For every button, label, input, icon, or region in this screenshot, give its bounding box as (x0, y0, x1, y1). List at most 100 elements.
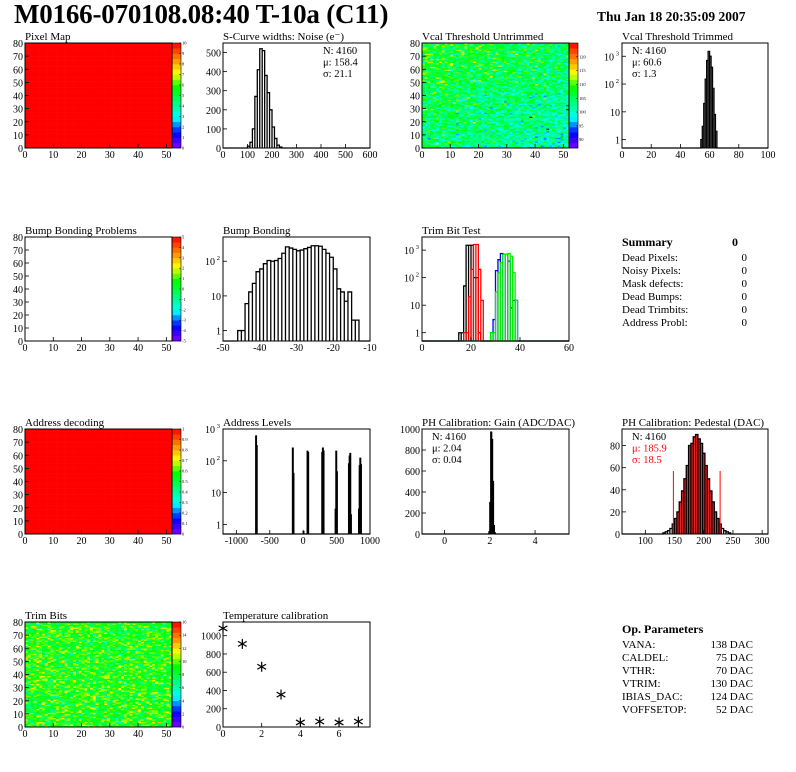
heatmap-cell (135, 52, 139, 54)
heatmap-cell (146, 61, 150, 63)
heatmap-cell (101, 129, 105, 132)
heatmap-cell (163, 109, 167, 112)
heatmap-cell (56, 94, 60, 96)
heatmap-cell (53, 83, 57, 86)
heatmap-cell (70, 67, 74, 70)
heatmap-cell (112, 106, 116, 108)
heatmap-cell (25, 136, 29, 138)
heatmap-cell (143, 85, 147, 87)
heatmap-cell (140, 45, 145, 48)
heatmap-cell (25, 67, 29, 70)
heatmap-cell (39, 52, 43, 54)
heatmap-cell (149, 61, 153, 63)
heatmap-cell (70, 66, 74, 69)
heatmap-cell (143, 50, 147, 53)
heatmap-cell (169, 104, 173, 107)
heatmap-cell (81, 50, 85, 53)
heatmap-cell (157, 46, 161, 49)
heatmap-cell (75, 73, 80, 75)
heatmap-cell (30, 121, 34, 124)
heatmap-cell (92, 106, 96, 108)
heatmap-cell (135, 77, 139, 79)
heatmap-cell (30, 66, 34, 69)
heatmap-cell (87, 106, 91, 108)
heatmap-cell (67, 50, 71, 53)
heatmap-cell (70, 48, 74, 50)
heatmap-cell (70, 127, 74, 129)
heatmap-cell (41, 106, 46, 108)
heatmap-cell (87, 140, 91, 142)
heatmap-cell (30, 100, 34, 103)
heatmap-cell (61, 127, 65, 129)
heatmap-cell (44, 103, 48, 105)
heatmap-cell (67, 125, 71, 128)
heatmap-cell (47, 71, 51, 74)
heatmap-cell (109, 78, 113, 81)
heatmap-cell (132, 124, 136, 126)
heatmap-cell (53, 102, 57, 104)
heatmap-cell (56, 74, 60, 77)
heatmap-cell (109, 140, 113, 142)
heatmap-cell (101, 146, 105, 149)
heatmap-cell (98, 90, 102, 92)
heatmap-cell (169, 91, 173, 94)
heatmap-cell (81, 138, 85, 141)
heatmap-cell (39, 67, 43, 70)
heatmap-cell (78, 117, 82, 120)
heatmap-cell (73, 88, 77, 91)
heatmap-cell (121, 145, 125, 147)
heatmap-cell (30, 132, 34, 134)
heatmap-cell (41, 124, 46, 126)
heatmap-cell (163, 64, 167, 66)
heatmap-cell (101, 88, 105, 91)
heatmap-cell (166, 125, 170, 128)
heatmap-cell (109, 99, 113, 102)
heatmap-cell (149, 104, 153, 107)
heatmap-cell (81, 132, 85, 134)
heatmap-cell (121, 82, 125, 84)
heatmap-cell (143, 78, 147, 81)
heatmap-cell (152, 120, 156, 123)
heatmap-cell (64, 121, 68, 124)
heatmap-cell (61, 99, 65, 102)
heatmap-cell (135, 112, 139, 115)
heatmap-cell (39, 112, 43, 115)
heatmap-cell (106, 140, 111, 142)
heatmap-cell (169, 83, 173, 86)
heatmap-cell (126, 129, 130, 132)
heatmap-cell (118, 87, 122, 90)
heatmap-cell (92, 116, 96, 119)
heatmap-cell (61, 71, 65, 74)
heatmap-cell (149, 83, 153, 86)
heatmap-cell (39, 113, 43, 116)
heatmap-cell (155, 64, 159, 66)
heatmap-cell (95, 141, 99, 144)
heatmap-cell (56, 79, 60, 82)
heatmap-cell (166, 66, 170, 69)
heatmap-cell (143, 146, 147, 149)
heatmap-cell (152, 117, 156, 120)
heatmap-cell (81, 66, 85, 69)
heatmap-cell (160, 70, 164, 73)
heatmap-cell (104, 124, 108, 126)
heatmap-cell (140, 78, 145, 81)
heatmap-cell (157, 81, 161, 83)
heatmap-cell (101, 57, 105, 60)
heatmap-cell (115, 106, 119, 108)
y-tick-label: 400 (206, 68, 221, 79)
heatmap-cell (155, 116, 159, 119)
heatmap-cell (75, 46, 80, 49)
heatmap-cell (163, 43, 167, 45)
heatmap-cell (36, 146, 40, 149)
heatmap-cell (87, 144, 91, 146)
heatmap-cell (160, 123, 164, 125)
heatmap-cell (157, 53, 161, 56)
heatmap-cell (106, 69, 111, 71)
heatmap-cell (129, 116, 133, 119)
heatmap-cell (106, 58, 111, 61)
heatmap-cell (135, 58, 139, 61)
heatmap-cell (166, 73, 170, 75)
heatmap-cell (152, 66, 156, 69)
heatmap-cell (166, 117, 170, 120)
heatmap-cell (41, 100, 46, 103)
